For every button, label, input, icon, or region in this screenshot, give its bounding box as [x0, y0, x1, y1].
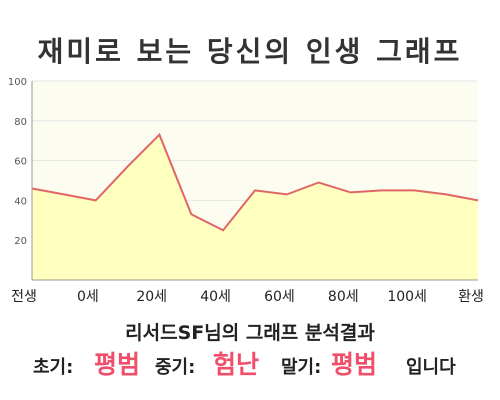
result-verdict-line: 초기: 평범 중기: 험난 말기: 평범 입니다 — [0, 345, 500, 381]
result-suffix: 입니다 — [406, 357, 456, 378]
life-graph-chart: 100 80 60 40 20 전생 0세 20세 40세 60세 80세 100세 환생 — [8, 77, 484, 305]
late-value: 평범 — [331, 350, 378, 379]
y-tick-label: 80 — [14, 117, 27, 128]
early-value: 평범 — [94, 350, 141, 379]
late-label: 말기: — [281, 357, 322, 378]
x-tick-label: 60세 — [264, 289, 295, 305]
y-tick-label: 40 — [14, 196, 27, 207]
x-tick-label: 80세 — [328, 289, 359, 305]
y-tick-label: 100 — [8, 77, 27, 88]
x-tick-label: 20세 — [136, 289, 167, 305]
x-tick-label: 0세 — [77, 289, 99, 305]
life-area-fill — [32, 134, 478, 280]
y-tick-label: 60 — [14, 157, 27, 168]
x-tick-label: 환생 — [458, 289, 484, 305]
result-heading: 리서드SF님의 그래프 분석결과 — [125, 322, 375, 344]
life-line — [31, 132, 479, 232]
mid-label: 중기: — [155, 357, 196, 378]
mid-value: 험난 — [213, 350, 260, 379]
y-tick-labels: 100 80 60 40 20 — [8, 77, 27, 247]
early-label: 초기: — [33, 357, 74, 378]
x-tick-label: 전생 — [11, 289, 37, 305]
x-tick-labels: 전생 0세 20세 40세 60세 80세 100세 환생 — [11, 289, 484, 305]
x-tick-label: 40세 — [200, 289, 231, 305]
y-tick-label: 20 — [14, 236, 27, 247]
chart-title: 재미로 보는 당신의 인생 그래프 — [37, 35, 463, 68]
x-tick-label: 100세 — [387, 289, 427, 305]
